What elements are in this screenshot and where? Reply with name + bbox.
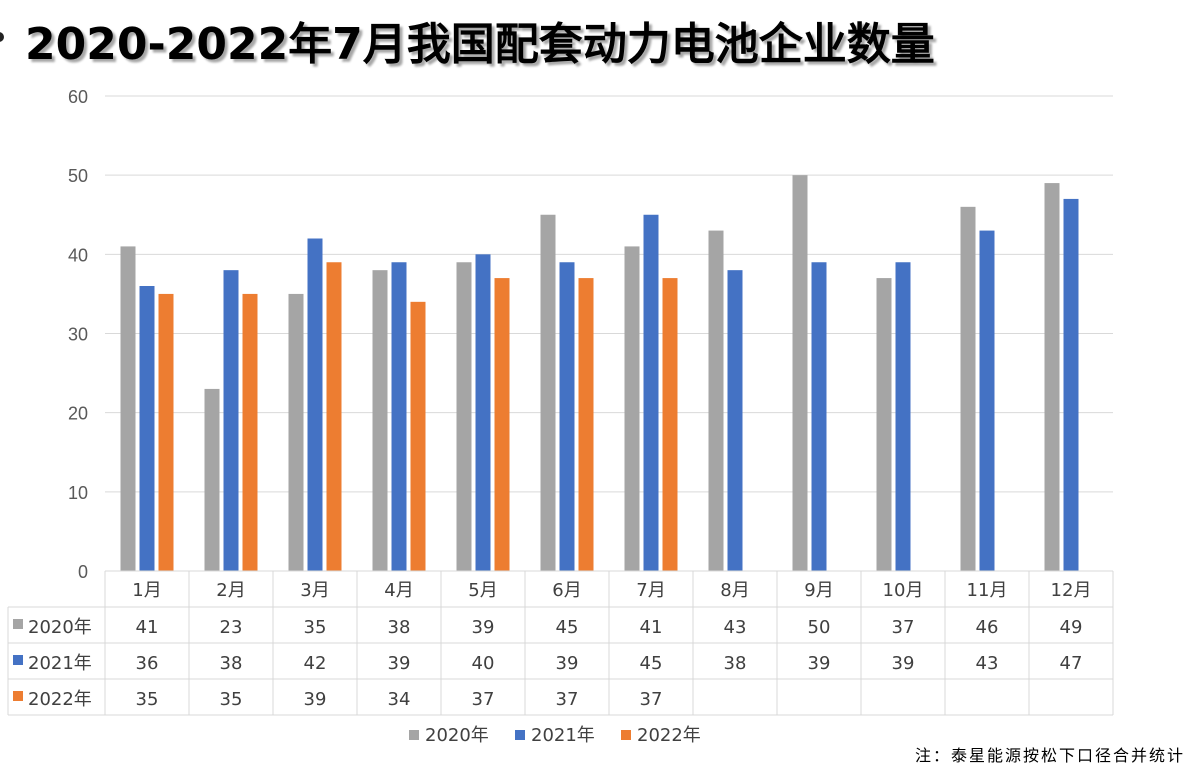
footnote: 注：泰星能源按松下口径合并统计 <box>914 746 1185 765</box>
data-label: 38 <box>724 653 747 674</box>
bar <box>242 293 258 571</box>
table-legend-key <box>13 691 23 701</box>
data-label: 37 <box>556 689 579 710</box>
bar <box>410 301 426 571</box>
x-tick-label: 10月 <box>883 580 924 601</box>
bar <box>727 270 743 571</box>
legend-key <box>621 730 631 740</box>
chart-title: 2020-2022年7月我国配套动力电池企业数量 <box>25 19 935 70</box>
data-label: 34 <box>388 689 411 710</box>
bar <box>475 254 491 572</box>
y-tick-label: 60 <box>68 87 88 107</box>
bar <box>811 262 827 571</box>
data-label: 47 <box>1060 653 1083 674</box>
bar <box>708 230 724 572</box>
bar <box>792 175 808 571</box>
bar <box>326 262 342 571</box>
bar <box>204 388 220 571</box>
bar <box>1044 183 1060 572</box>
bar <box>494 278 510 571</box>
bar <box>895 262 911 571</box>
bar <box>120 246 136 571</box>
bar <box>139 286 155 571</box>
bar <box>456 262 472 571</box>
data-label: 37 <box>640 689 663 710</box>
x-tick-label: 1月 <box>132 580 161 601</box>
legend-label: 2022年 <box>637 725 701 746</box>
x-tick-label: 2月 <box>216 580 245 601</box>
x-tick-label: 3月 <box>300 580 329 601</box>
legend-key <box>409 730 419 740</box>
bar <box>662 278 678 571</box>
data-label: 38 <box>388 617 411 638</box>
data-label: 41 <box>136 617 159 638</box>
data-label: 35 <box>136 689 159 710</box>
x-tick-label: 7月 <box>636 580 665 601</box>
x-tick-label: 9月 <box>804 580 833 601</box>
table-series-label: 2021年 <box>28 653 92 674</box>
bar <box>1063 198 1079 571</box>
bar <box>876 278 892 571</box>
table-legend-key <box>13 655 23 665</box>
bar <box>979 230 995 572</box>
bar <box>578 278 594 571</box>
x-tick-label: 4月 <box>384 580 413 601</box>
table-series-label: 2022年 <box>28 689 92 710</box>
bar <box>960 206 976 572</box>
bar <box>288 293 304 571</box>
y-tick-label: 50 <box>68 166 88 186</box>
x-tick-label: 5月 <box>468 580 497 601</box>
bar <box>158 293 174 571</box>
bar <box>372 270 388 571</box>
data-label: 45 <box>556 617 579 638</box>
data-label: 50 <box>808 617 831 638</box>
data-label: 46 <box>976 617 999 638</box>
data-label: 40 <box>472 653 495 674</box>
table-legend-key <box>13 619 23 629</box>
legend-key <box>515 730 525 740</box>
x-tick-label: 8月 <box>720 580 749 601</box>
y-tick-label: 10 <box>68 483 88 503</box>
bar <box>223 270 239 571</box>
data-label: 39 <box>304 689 327 710</box>
data-label: 41 <box>640 617 663 638</box>
data-label: 35 <box>220 689 243 710</box>
data-label: 45 <box>640 653 663 674</box>
bar <box>643 214 659 571</box>
data-label: 35 <box>304 617 327 638</box>
data-label: 38 <box>220 653 243 674</box>
data-label: 23 <box>220 617 243 638</box>
bar <box>624 246 640 571</box>
data-label: 37 <box>892 617 915 638</box>
data-label: 39 <box>472 617 495 638</box>
y-tick-label: 20 <box>68 404 88 424</box>
data-label: 39 <box>808 653 831 674</box>
y-tick-label: 30 <box>68 325 88 345</box>
bar <box>559 262 575 571</box>
data-label: 36 <box>136 653 159 674</box>
x-tick-label: 12月 <box>1051 580 1092 601</box>
data-label: 39 <box>556 653 579 674</box>
data-label: 43 <box>976 653 999 674</box>
y-tick-label: 0 <box>78 562 88 582</box>
data-label: 39 <box>892 653 915 674</box>
x-tick-label: 6月 <box>552 580 581 601</box>
bullet-mark <box>0 32 4 42</box>
data-label: 49 <box>1060 617 1083 638</box>
bar <box>540 214 556 571</box>
data-label: 37 <box>472 689 495 710</box>
data-label: 43 <box>724 617 747 638</box>
data-label: 39 <box>388 653 411 674</box>
data-label: 42 <box>304 653 327 674</box>
legend-label: 2021年 <box>531 725 595 746</box>
bar <box>307 238 323 571</box>
table-series-label: 2020年 <box>28 617 92 638</box>
x-tick-label: 11月 <box>967 580 1008 601</box>
y-tick-label: 40 <box>68 245 88 265</box>
bar <box>391 262 407 571</box>
legend-label: 2020年 <box>425 725 489 746</box>
